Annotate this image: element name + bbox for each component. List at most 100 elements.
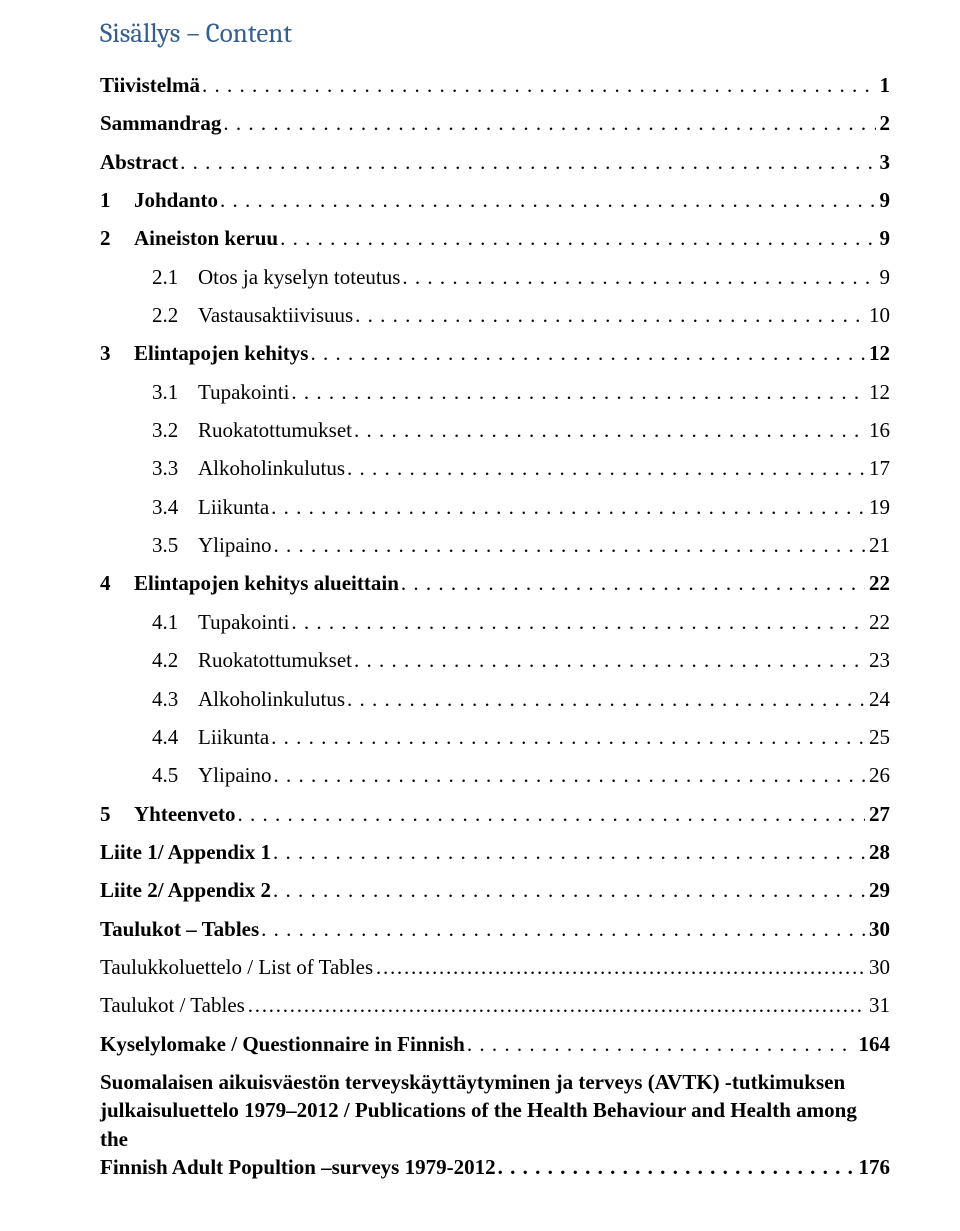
- page-title: Sisällys – Content: [100, 18, 890, 49]
- toc-leader: [347, 454, 865, 475]
- toc-leader: [401, 569, 865, 590]
- toc-leader: [355, 301, 865, 322]
- toc-entry-lastline: Finnish Adult Popultion –surveys 1979-20…: [100, 1153, 890, 1181]
- toc-entry-page: 1: [878, 71, 891, 99]
- toc-entry: Tiivistelmä 1: [100, 71, 890, 99]
- toc-entry-page: 12: [867, 339, 890, 367]
- toc-entry-label: Sammandrag: [100, 109, 221, 137]
- toc-entry: 2Aineiston keruu9: [100, 224, 890, 252]
- toc-entry-number: 4.2: [152, 646, 198, 674]
- toc-entry-page: 164: [857, 1030, 891, 1058]
- toc-entry-label: Tupakointi: [198, 608, 289, 636]
- toc-list: Tiivistelmä1Sammandrag2Abstract31Johdant…: [100, 71, 890, 1181]
- toc-leader: [274, 531, 866, 552]
- toc-leader: [273, 838, 865, 859]
- toc-entry: 3.1Tupakointi12: [100, 378, 890, 406]
- toc-entry-page: 30: [867, 953, 890, 981]
- toc-entry-page: 31: [867, 991, 890, 1019]
- toc-entry-number: 3.3: [152, 454, 198, 482]
- toc-entry-page: 24: [867, 685, 890, 713]
- toc-entry-number: 2: [100, 224, 134, 252]
- toc-entry: 5Yhteenveto 27: [100, 800, 890, 828]
- toc-entry: Taulukkoluettelo / List of Tables30: [100, 953, 890, 981]
- toc-leader: [202, 71, 876, 92]
- toc-entry-page: 2: [878, 109, 891, 137]
- toc-leader: [375, 953, 865, 974]
- toc-entry-label: Ruokatottumukset: [198, 416, 352, 444]
- toc-entry-number: 2.2: [152, 301, 198, 329]
- toc-entry: 4.2Ruokatottumukset 23: [100, 646, 890, 674]
- toc-entry-label: Ylipaino: [198, 761, 272, 789]
- toc-entry-label: Suomalaisen aikuisväestön terveyskäyttäy…: [100, 1068, 890, 1153]
- toc-leader: [291, 378, 865, 399]
- toc-entry-number: 4: [100, 569, 134, 597]
- toc-entry-number: 1: [100, 186, 134, 214]
- toc-entry-label: Elintapojen kehitys alueittain: [134, 569, 399, 597]
- toc-entry-label: Alkoholinkulutus: [198, 685, 345, 713]
- toc-leader: [280, 224, 875, 245]
- toc-entry-page: 27: [867, 800, 890, 828]
- toc-page: Sisällys – Content Tiivistelmä 1 Sammandra…: [0, 0, 960, 1231]
- toc-leader: [467, 1030, 855, 1051]
- toc-entry: 1Johdanto 9: [100, 186, 890, 214]
- toc-entry-number: 3.1: [152, 378, 198, 406]
- toc-entry: 3Elintapojen kehitys12: [100, 339, 890, 367]
- toc-entry-page: 16: [867, 416, 890, 444]
- toc-entry-label: Ruokatottumukset: [198, 646, 352, 674]
- toc-leader: [237, 800, 865, 821]
- toc-entry: 4.5Ylipaino26: [100, 761, 890, 789]
- toc-entry-page: 176: [857, 1153, 891, 1181]
- toc-entry: 4.4Liikunta25: [100, 723, 890, 751]
- toc-entry-page: 12: [867, 378, 890, 406]
- toc-entry: 3.4Liikunta 19: [100, 493, 890, 521]
- toc-entry-page: 9: [878, 263, 891, 291]
- toc-entry-page: 10: [867, 301, 890, 329]
- toc-entry-label: Liikunta: [198, 493, 269, 521]
- toc-entry-page: 26: [867, 761, 890, 789]
- toc-entry-label: Alkoholinkulutus: [198, 454, 345, 482]
- toc-entry-page: 17: [867, 454, 890, 482]
- toc-leader: [273, 876, 865, 897]
- toc-entry-label: Finnish Adult Popultion –surveys 1979-20…: [100, 1153, 496, 1181]
- toc-leader: [220, 186, 875, 207]
- toc-entry: Taulukot / Tables31: [100, 991, 890, 1019]
- toc-entry-number: 3.4: [152, 493, 198, 521]
- toc-entry-page: 25: [867, 723, 890, 751]
- toc-entry-label: Vastausaktiivisuus: [198, 301, 353, 329]
- toc-entry-page: 22: [867, 569, 890, 597]
- toc-entry-page: 23: [867, 646, 890, 674]
- toc-entry: Liite 1/ Appendix 128: [100, 838, 890, 866]
- toc-entry-number: 3.5: [152, 531, 198, 559]
- toc-entry-label: Tiivistelmä: [100, 71, 200, 99]
- toc-leader: [271, 493, 865, 514]
- toc-entry-page: 21: [867, 531, 890, 559]
- toc-leader: [354, 416, 865, 437]
- toc-leader: [291, 608, 865, 629]
- toc-entry-number: 4.3: [152, 685, 198, 713]
- toc-entry: 2.2Vastausaktiivisuus 10: [100, 301, 890, 329]
- toc-entry-number: 3: [100, 339, 134, 367]
- toc-entry-label: Liite 2/ Appendix 2: [100, 876, 271, 904]
- toc-leader: [223, 109, 875, 130]
- toc-entry-label: Ylipaino: [198, 531, 272, 559]
- toc-entry: 3.5Ylipaino 21: [100, 531, 890, 559]
- toc-entry-page: 9: [878, 186, 891, 214]
- toc-entry-label: Otos ja kyselyn toteutus: [198, 263, 400, 291]
- toc-entry-multiline: Suomalaisen aikuisväestön terveyskäyttäy…: [100, 1068, 890, 1181]
- toc-leader: [354, 646, 865, 667]
- toc-entry-number: 5: [100, 800, 134, 828]
- toc-entry: Kyselylomake / Questionnaire in Finnish 1…: [100, 1030, 890, 1058]
- toc-entry-label: Liikunta: [198, 723, 269, 751]
- toc-entry-page: 19: [867, 493, 890, 521]
- toc-entry: 4.3Alkoholinkulutus 24: [100, 685, 890, 713]
- toc-leader: [310, 339, 865, 360]
- toc-entry-label: Taulukot – Tables: [100, 915, 259, 943]
- toc-entry-label: Kyselylomake / Questionnaire in Finnish: [100, 1030, 465, 1058]
- toc-entry-page: 22: [867, 608, 890, 636]
- toc-entry-page: 29: [867, 876, 890, 904]
- toc-entry-label: Yhteenveto: [134, 800, 235, 828]
- toc-entry: Liite 2/ Appendix 2 29: [100, 876, 890, 904]
- toc-entry-label: Johdanto: [134, 186, 218, 214]
- toc-entry: 4.1Tupakointi22: [100, 608, 890, 636]
- toc-entry: Sammandrag 2: [100, 109, 890, 137]
